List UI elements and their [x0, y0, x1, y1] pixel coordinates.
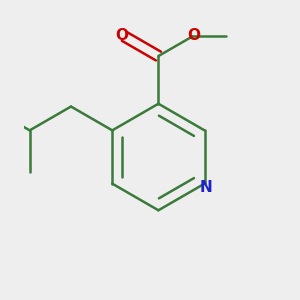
- Text: N: N: [200, 180, 212, 195]
- Text: O: O: [116, 28, 129, 43]
- Text: O: O: [187, 28, 200, 43]
